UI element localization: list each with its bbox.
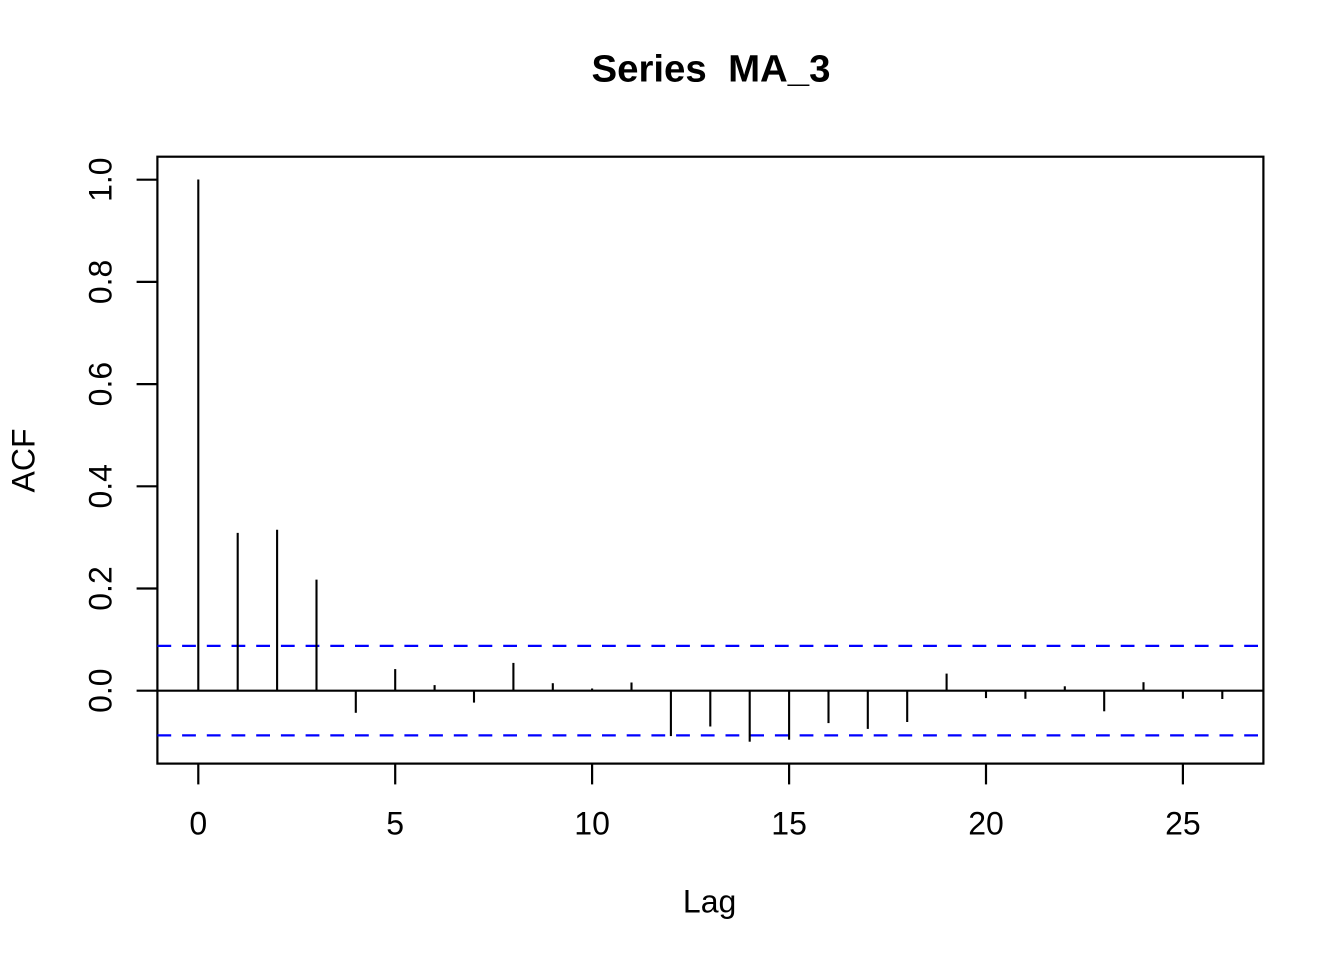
svg-text:1.0: 1.0 [83,157,119,201]
svg-text:0: 0 [189,805,207,841]
svg-text:Series MA_3: Series MA_3 [591,47,830,90]
svg-text:0.6: 0.6 [83,362,119,406]
svg-text:20: 20 [968,805,1004,841]
svg-text:0.0: 0.0 [83,668,119,712]
svg-text:0.2: 0.2 [83,566,119,610]
svg-text:10: 10 [574,805,610,841]
svg-text:ACF: ACF [5,429,41,493]
svg-text:5: 5 [386,805,404,841]
svg-text:Lag: Lag [683,884,736,920]
svg-text:15: 15 [771,805,807,841]
svg-text:25: 25 [1165,805,1201,841]
svg-text:0.8: 0.8 [83,260,119,304]
svg-text:0.4: 0.4 [83,464,119,508]
